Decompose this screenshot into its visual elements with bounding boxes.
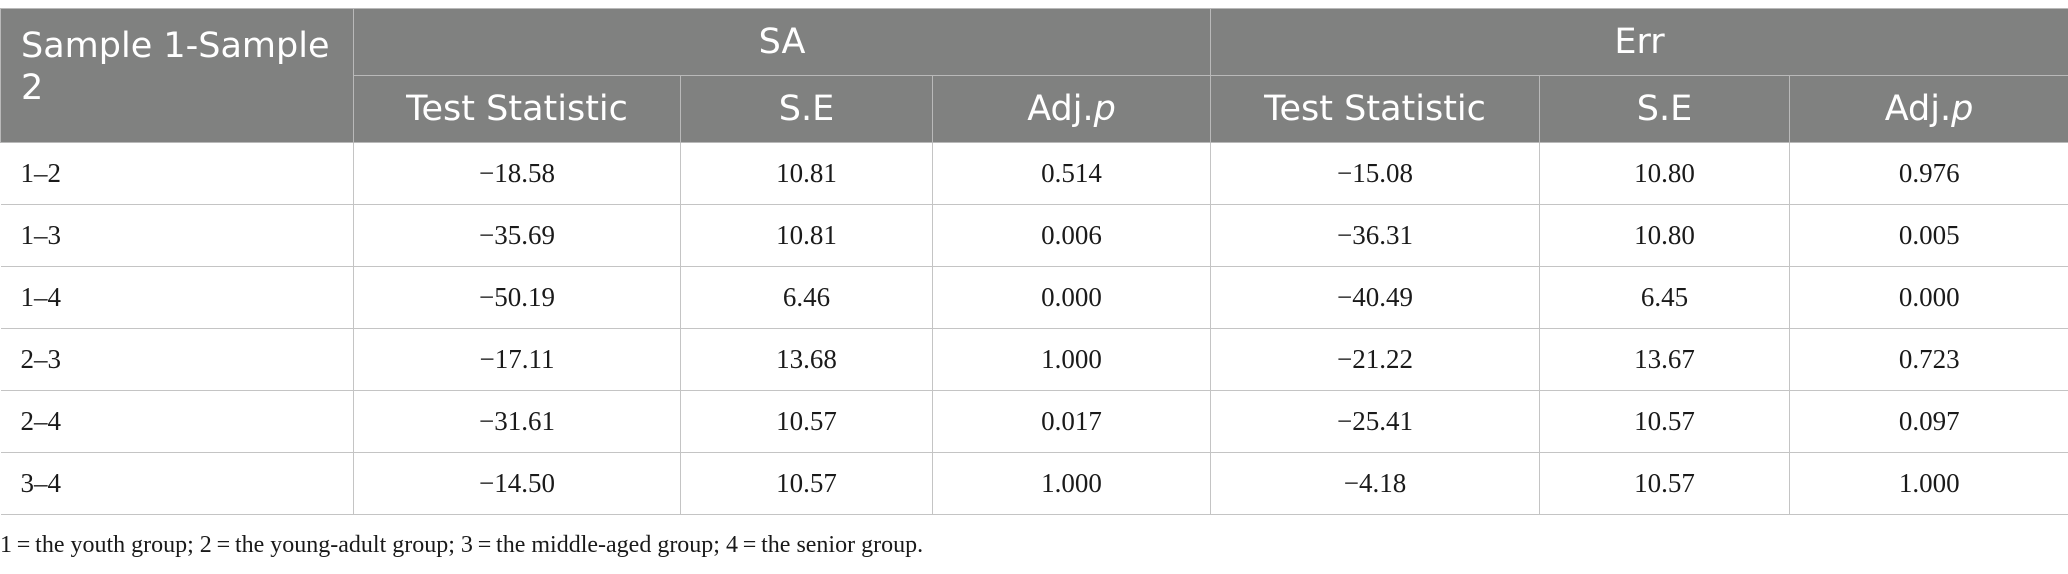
row-label: 1–2: [0, 142, 354, 205]
table-cell: 6.45: [1539, 266, 1790, 329]
row-label: 1–3: [0, 204, 354, 267]
table-cell: 10.57: [1539, 390, 1790, 453]
table-cell: 6.46: [680, 266, 933, 329]
table-cell: 0.976: [1789, 142, 2068, 205]
table-footnote: 1 = the youth group; 2 = the young-adult…: [0, 532, 924, 558]
group-header-sa: SA: [353, 8, 1211, 76]
table-cell: −31.61: [353, 390, 681, 453]
table-cell: 1.000: [932, 328, 1211, 391]
table-cell: 0.723: [1789, 328, 2068, 391]
table-cell: −40.49: [1210, 266, 1540, 329]
sub-header-italic: p: [1093, 89, 1116, 129]
table-cell: −17.11: [353, 328, 681, 391]
sub-header-label: S.E: [778, 89, 835, 129]
sub-header-label: Adj.: [1884, 89, 1952, 129]
row-label: 3–4: [0, 452, 354, 515]
sub-header-label: S.E: [1636, 89, 1693, 129]
table-cell: 1.000: [1789, 452, 2068, 515]
sub-header-se: S.E: [1539, 75, 1790, 143]
row-label: 2–4: [0, 390, 354, 453]
table-cell: −50.19: [353, 266, 681, 329]
table-cell: 0.514: [932, 142, 1211, 205]
table-cell: −36.31: [1210, 204, 1540, 267]
table-cell: −18.58: [353, 142, 681, 205]
table-cell: 10.57: [1539, 452, 1790, 515]
sub-header-label: Adj.: [1027, 89, 1094, 129]
corner-header: Sample 1-Sample 2: [0, 8, 354, 143]
sub-header-se: S.E: [680, 75, 933, 143]
table-row: 3–4 −14.50 10.57 1.000 −4.18 10.57 1.000: [0, 452, 2068, 515]
table-cell: 10.57: [680, 390, 933, 453]
table-row: 2–4 −31.61 10.57 0.017 −25.41 10.57 0.09…: [0, 390, 2068, 453]
group-header-err: Err: [1210, 8, 2068, 76]
table-cell: 0.000: [1789, 266, 2068, 329]
table-cell: −21.22: [1210, 328, 1540, 391]
sub-header-label: Test Statistic: [406, 89, 628, 129]
table-cell: 13.68: [680, 328, 933, 391]
table-cell: −35.69: [353, 204, 681, 267]
table-cell: 0.000: [932, 266, 1211, 329]
comparison-table: Sample 1-Sample 2 SA Err Test Statistic …: [0, 8, 2068, 515]
table-cell: 13.67: [1539, 328, 1790, 391]
row-label: 2–3: [0, 328, 354, 391]
table-cell: 0.097: [1789, 390, 2068, 453]
row-label: 1–4: [0, 266, 354, 329]
table-cell: 10.80: [1539, 204, 1790, 267]
table-container: Sample 1-Sample 2 SA Err Test Statistic …: [0, 8, 2068, 515]
table-row: 1–2 −18.58 10.81 0.514 −15.08 10.80 0.97…: [0, 142, 2068, 205]
sub-header-test-statistic: Test Statistic: [353, 75, 681, 143]
table-cell: 10.81: [680, 204, 933, 267]
table-cell: 10.80: [1539, 142, 1790, 205]
table-cell: −15.08: [1210, 142, 1540, 205]
table-cell: 10.57: [680, 452, 933, 515]
table-row: 1–4 −50.19 6.46 0.000 −40.49 6.45 0.000: [0, 266, 2068, 329]
table-cell: 10.81: [680, 142, 933, 205]
table-cell: −4.18: [1210, 452, 1540, 515]
group-header-row: Sample 1-Sample 2 SA Err: [0, 8, 2068, 143]
sub-header-adj-p: Adj.p: [932, 75, 1211, 143]
table-cell: −25.41: [1210, 390, 1540, 453]
table-row: 1–3 −35.69 10.81 0.006 −36.31 10.80 0.00…: [0, 204, 2068, 267]
table-cell: −14.50: [353, 452, 681, 515]
sub-header-test-statistic: Test Statistic: [1210, 75, 1540, 143]
sub-header-adj-p: Adj.p: [1789, 75, 2068, 143]
table-cell: 0.005: [1789, 204, 2068, 267]
sub-header-italic: p: [1951, 89, 1974, 129]
table-row: 2–3 −17.11 13.68 1.000 −21.22 13.67 0.72…: [0, 328, 2068, 391]
sub-header-row: Test Statistic S.E Adj.p Test Statistic …: [1, 75, 2068, 143]
sub-header-label: Test Statistic: [1264, 89, 1486, 129]
table-cell: 0.017: [932, 390, 1211, 453]
table-cell: 1.000: [932, 452, 1211, 515]
table-cell: 0.006: [932, 204, 1211, 267]
